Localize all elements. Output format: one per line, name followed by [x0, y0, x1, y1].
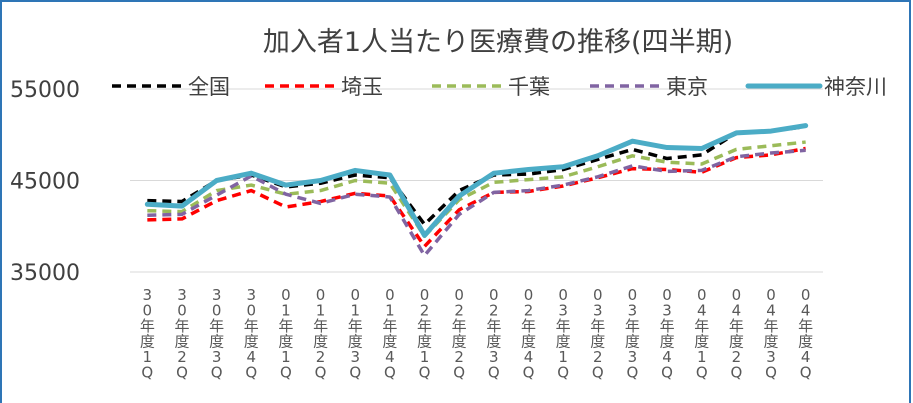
x-tick-label: 0 1 年度 2 Q: [313, 286, 328, 382]
gridlines: [130, 88, 823, 273]
series-line-3: [147, 140, 806, 239]
legend-label-4: 東京: [666, 75, 708, 99]
x-tick-label: 0 2 年度 2 Q: [452, 286, 467, 382]
x-tick-label: 0 4 年度 2 Q: [729, 286, 744, 382]
x-tick-label: 0 1 年度 3 Q: [348, 286, 363, 382]
x-tick-label: 0 4 年度 1 Q: [694, 286, 709, 382]
x-tick-label: 0 4 年度 3 Q: [764, 286, 779, 382]
y-tick-label: 35000: [10, 261, 80, 286]
series-line-5: [144, 123, 809, 238]
y-axis-ticks: 55000 45000 35000: [10, 78, 80, 286]
x-tick-label: 0 3 年度 1 Q: [556, 286, 571, 382]
x-tick-label: 0 2 年度 3 Q: [486, 286, 501, 382]
chart-title: 加入者1人当たり医療費の推移(四半期): [263, 27, 733, 58]
legend-label-2: 埼玉: [341, 75, 383, 99]
series-lines: [144, 123, 809, 258]
legend: 全国 埼玉 千葉 東京 神奈川: [112, 75, 887, 99]
legend-label-3: 千葉: [508, 75, 550, 99]
x-tick-label: 0 2 年度 1 Q: [417, 286, 432, 382]
legend-label-1: 全国: [188, 75, 230, 99]
y-tick-label: 55000: [10, 78, 80, 103]
y-tick-label: 45000: [10, 170, 80, 195]
x-tick-label: 0 3 年度 2 Q: [590, 286, 605, 382]
x-axis-ticks: 3 0 年度 1 Q 3 0 年度 2 Q 3 0 年度 3 Q 3 0 年度 4 Q 0 1 年度 1 Q 0 1 年度 2 Q 0 1 年度…: [140, 286, 813, 382]
x-tick-label: 3 0 年度 1 Q: [140, 286, 155, 382]
series-line-4: [147, 148, 806, 258]
x-tick-label: 3 0 年度 4 Q: [244, 286, 259, 382]
x-tick-label: 0 4 年度 4 Q: [798, 286, 813, 382]
series-line-2: [147, 146, 806, 249]
x-tick-label: 3 0 年度 2 Q: [174, 286, 189, 382]
x-tick-label: 0 3 年度 3 Q: [625, 286, 640, 382]
x-tick-label: 0 1 年度 1 Q: [278, 286, 293, 382]
x-tick-label: 3 0 年度 3 Q: [209, 286, 224, 382]
x-tick-label: 0 2 年度 4 Q: [521, 286, 536, 382]
legend-label-5: 神奈川: [824, 75, 887, 99]
x-tick-label: 0 3 年度 4 Q: [660, 286, 675, 382]
x-tick-label: 0 1 年度 4 Q: [382, 286, 397, 382]
